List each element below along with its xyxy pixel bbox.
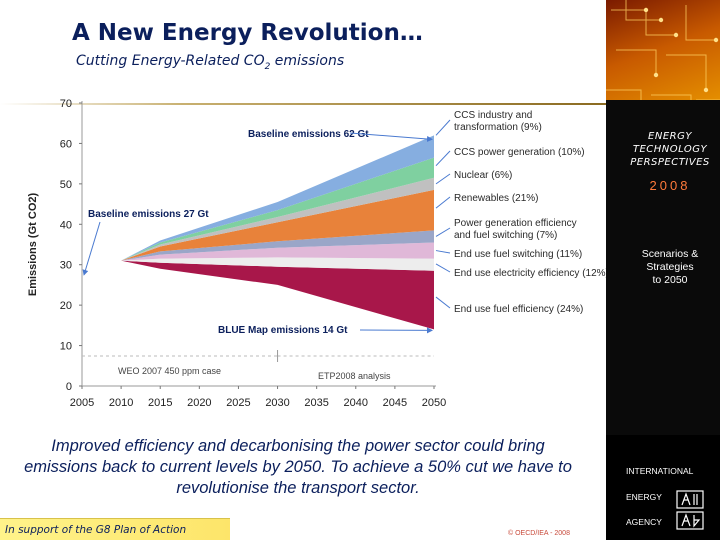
arrow-baseline-62 (349, 132, 433, 142)
subtitle-suffix: emissions (270, 53, 345, 69)
band-ccs-power-generation-10- (82, 157, 434, 277)
band-label: Power generation efficiency and fuel swit… (454, 218, 577, 241)
etp-line-3: PERSPECTIVES (630, 157, 710, 168)
subtitle-subscript: 2 (264, 61, 271, 72)
sidebar: ENERGY TECHNOLOGY PERSPECTIVES 2008 Scen… (606, 0, 720, 540)
band-end-use-fuel-switching-11- (82, 242, 434, 277)
slide-subtitle: Cutting Energy-Related CO2 emissions (76, 53, 344, 72)
x-tick-label: 2015 (148, 397, 172, 409)
slide-caption: Improved efficiency and decarbonising th… (24, 437, 572, 497)
band-label-pointer (435, 196, 451, 209)
etp-year: 2008 (649, 178, 691, 193)
band-label-pointer (435, 263, 451, 273)
copyright-text: © OECD/IEA - 2008 (508, 530, 570, 537)
band-label: Renewables (21%) (454, 193, 539, 204)
band-label: End use fuel switching (11%) (454, 249, 582, 260)
band-label-pointer (435, 296, 451, 309)
y-tick-label: 30 (60, 260, 72, 272)
band-label: Nuclear (6%) (454, 170, 512, 181)
band-label-pointer (435, 119, 451, 136)
y-tick-label: 40 (60, 219, 72, 231)
iea-logo-icon (676, 490, 704, 530)
arrow-baseline-27 (82, 221, 101, 276)
band-renewables-21- (82, 189, 434, 277)
y-tick-label: 50 (60, 179, 72, 191)
x-tick-label: 2030 (265, 397, 289, 409)
x-tick-label: 2020 (187, 397, 211, 409)
subtitle-text: Cutting Energy-Related CO (76, 53, 265, 69)
x-tick-label: 2025 (226, 397, 250, 409)
band-end-use-fuel-efficiency-24- (82, 260, 434, 330)
scen-line-1: Scenarios & (641, 248, 699, 260)
band-label: End use electricity efficiency (12%) (454, 268, 609, 279)
iea-line-1: INTERNATIONAL (626, 466, 694, 476)
band-label-pointer (435, 250, 451, 254)
y-tick-label: 0 (66, 381, 72, 393)
band-power-generation-efficiency-and-fuel-switching-7- (82, 230, 434, 277)
annotation-weo: WEO 2007 450 ppm case (118, 366, 221, 376)
annotation-blue-map: BLUE Map emissions 14 Gt (218, 325, 348, 336)
annotation-baseline-62: Baseline emissions 62 Gt (248, 129, 369, 140)
band-label: End use fuel efficiency (24%) (454, 304, 583, 315)
x-tick-label: 2045 (383, 397, 407, 409)
band-label-pointer (435, 227, 451, 237)
etp-line-2: TECHNOLOGY (632, 144, 708, 155)
etp-title: ENERGY TECHNOLOGY PERSPECTIVES (622, 130, 718, 169)
band-end-use-electricity-efficiency-12- (82, 257, 434, 277)
band-label: CCS industry and transformation (9%) (454, 110, 542, 133)
band-label-pointer (435, 173, 451, 185)
x-tick-label: 2040 (344, 397, 368, 409)
annotation-etp: ETP2008 analysis (318, 371, 391, 381)
y-tick-label: 10 (60, 341, 72, 353)
footer-text: In support of the G8 Plan of Action (5, 524, 187, 536)
title-rule (0, 103, 610, 105)
band-nuclear-6- (82, 177, 434, 277)
iea-line-2: ENERGY (626, 492, 662, 502)
x-tick-label: 2035 (304, 397, 328, 409)
y-axis-label: Emissions (Gt CO2) (27, 193, 39, 297)
y-tick-label: 20 (60, 300, 72, 312)
x-tick-label: 2005 (70, 397, 94, 409)
band-label: CCS power generation (10%) (454, 147, 585, 158)
scen-line-2: Strategies (646, 261, 694, 273)
iea-line-3: AGENCY (626, 517, 662, 527)
y-tick-label: 70 (60, 98, 72, 110)
etp-line-1: ENERGY (648, 131, 692, 142)
slide-title: A New Energy Revolution… (72, 20, 423, 46)
scenarios-text: Scenarios & Strategies to 2050 (622, 248, 718, 287)
annotation-baseline-27: Baseline emissions 27 Gt (88, 209, 209, 220)
x-tick-label: 2010 (109, 397, 133, 409)
scen-line-3: to 2050 (652, 274, 688, 286)
x-tick-label: 2050 (422, 397, 446, 409)
book-cover-panel (606, 100, 720, 435)
band-label-pointer (435, 150, 451, 167)
footer-banner: In support of the G8 Plan of Action (0, 518, 230, 540)
y-tick-label: 60 (60, 138, 72, 150)
